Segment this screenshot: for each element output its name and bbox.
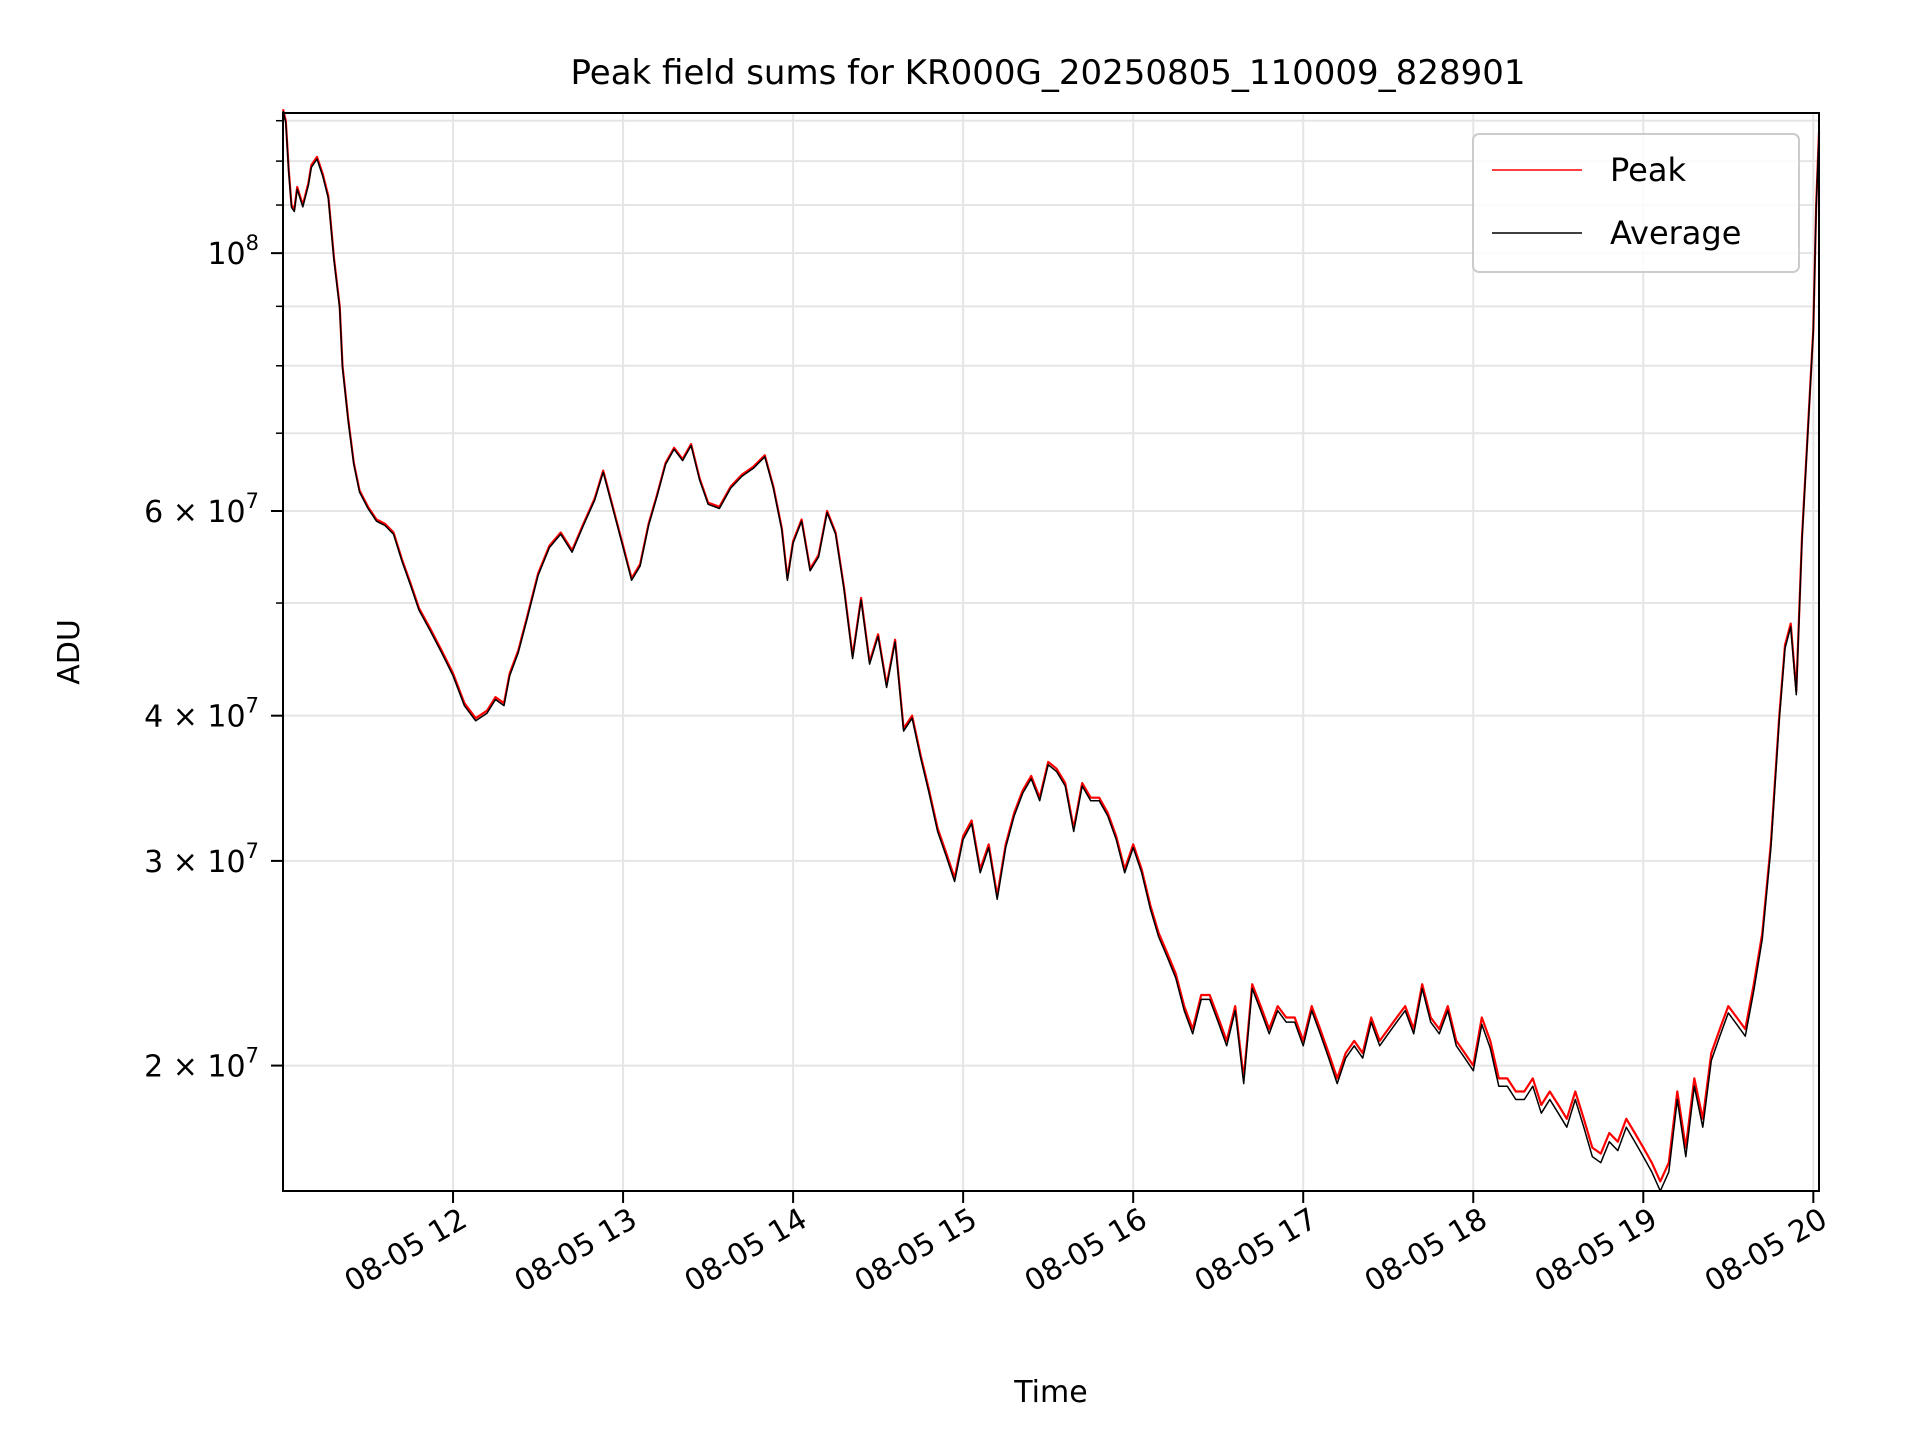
- legend-average-label: Average: [1610, 214, 1741, 252]
- series-layer: [281, 108, 1821, 1192]
- x-tick-label: 08-05 12: [339, 1202, 473, 1300]
- x-tick-label: 08-05 15: [849, 1202, 983, 1300]
- y-tick-label: 108: [207, 231, 259, 272]
- y-tick-label: 2 × 107: [144, 1044, 259, 1085]
- y-tick-label: 3 × 107: [144, 839, 259, 880]
- y-axis-label: ADU: [52, 619, 87, 685]
- plot-area-frame: [282, 112, 1820, 1192]
- x-tick-label: 08-05 14: [679, 1202, 813, 1300]
- legend-peak-label: Peak: [1610, 151, 1686, 189]
- x-tick-label: 08-05 20: [1699, 1202, 1833, 1300]
- x-tick-label: 08-05 19: [1529, 1202, 1663, 1300]
- axis-ticks: 08-05 12 08-05 13 08-05 14 08-05 15 08-05 16…: [144, 119, 1833, 1300]
- x-axis-label: Time: [1013, 1375, 1087, 1410]
- legend: Peak Average: [1472, 133, 1800, 273]
- y-tick-label: 6 × 107: [144, 489, 259, 530]
- legend-box: [1472, 133, 1800, 273]
- x-tick-label: 08-05 17: [1189, 1202, 1323, 1300]
- x-tick-label: 08-05 16: [1019, 1202, 1153, 1300]
- y-tick-label: 4 × 107: [144, 694, 259, 735]
- series-line-average: [282, 110, 1820, 1192]
- x-tick-label: 08-05 18: [1359, 1202, 1493, 1300]
- chart-title: Peak field sums for KR000G_20250805_1100…: [571, 53, 1526, 93]
- grid-lines: [283, 113, 1819, 1191]
- x-tick-label: 08-05 13: [509, 1202, 643, 1300]
- series-line-peak: [281, 108, 1821, 1183]
